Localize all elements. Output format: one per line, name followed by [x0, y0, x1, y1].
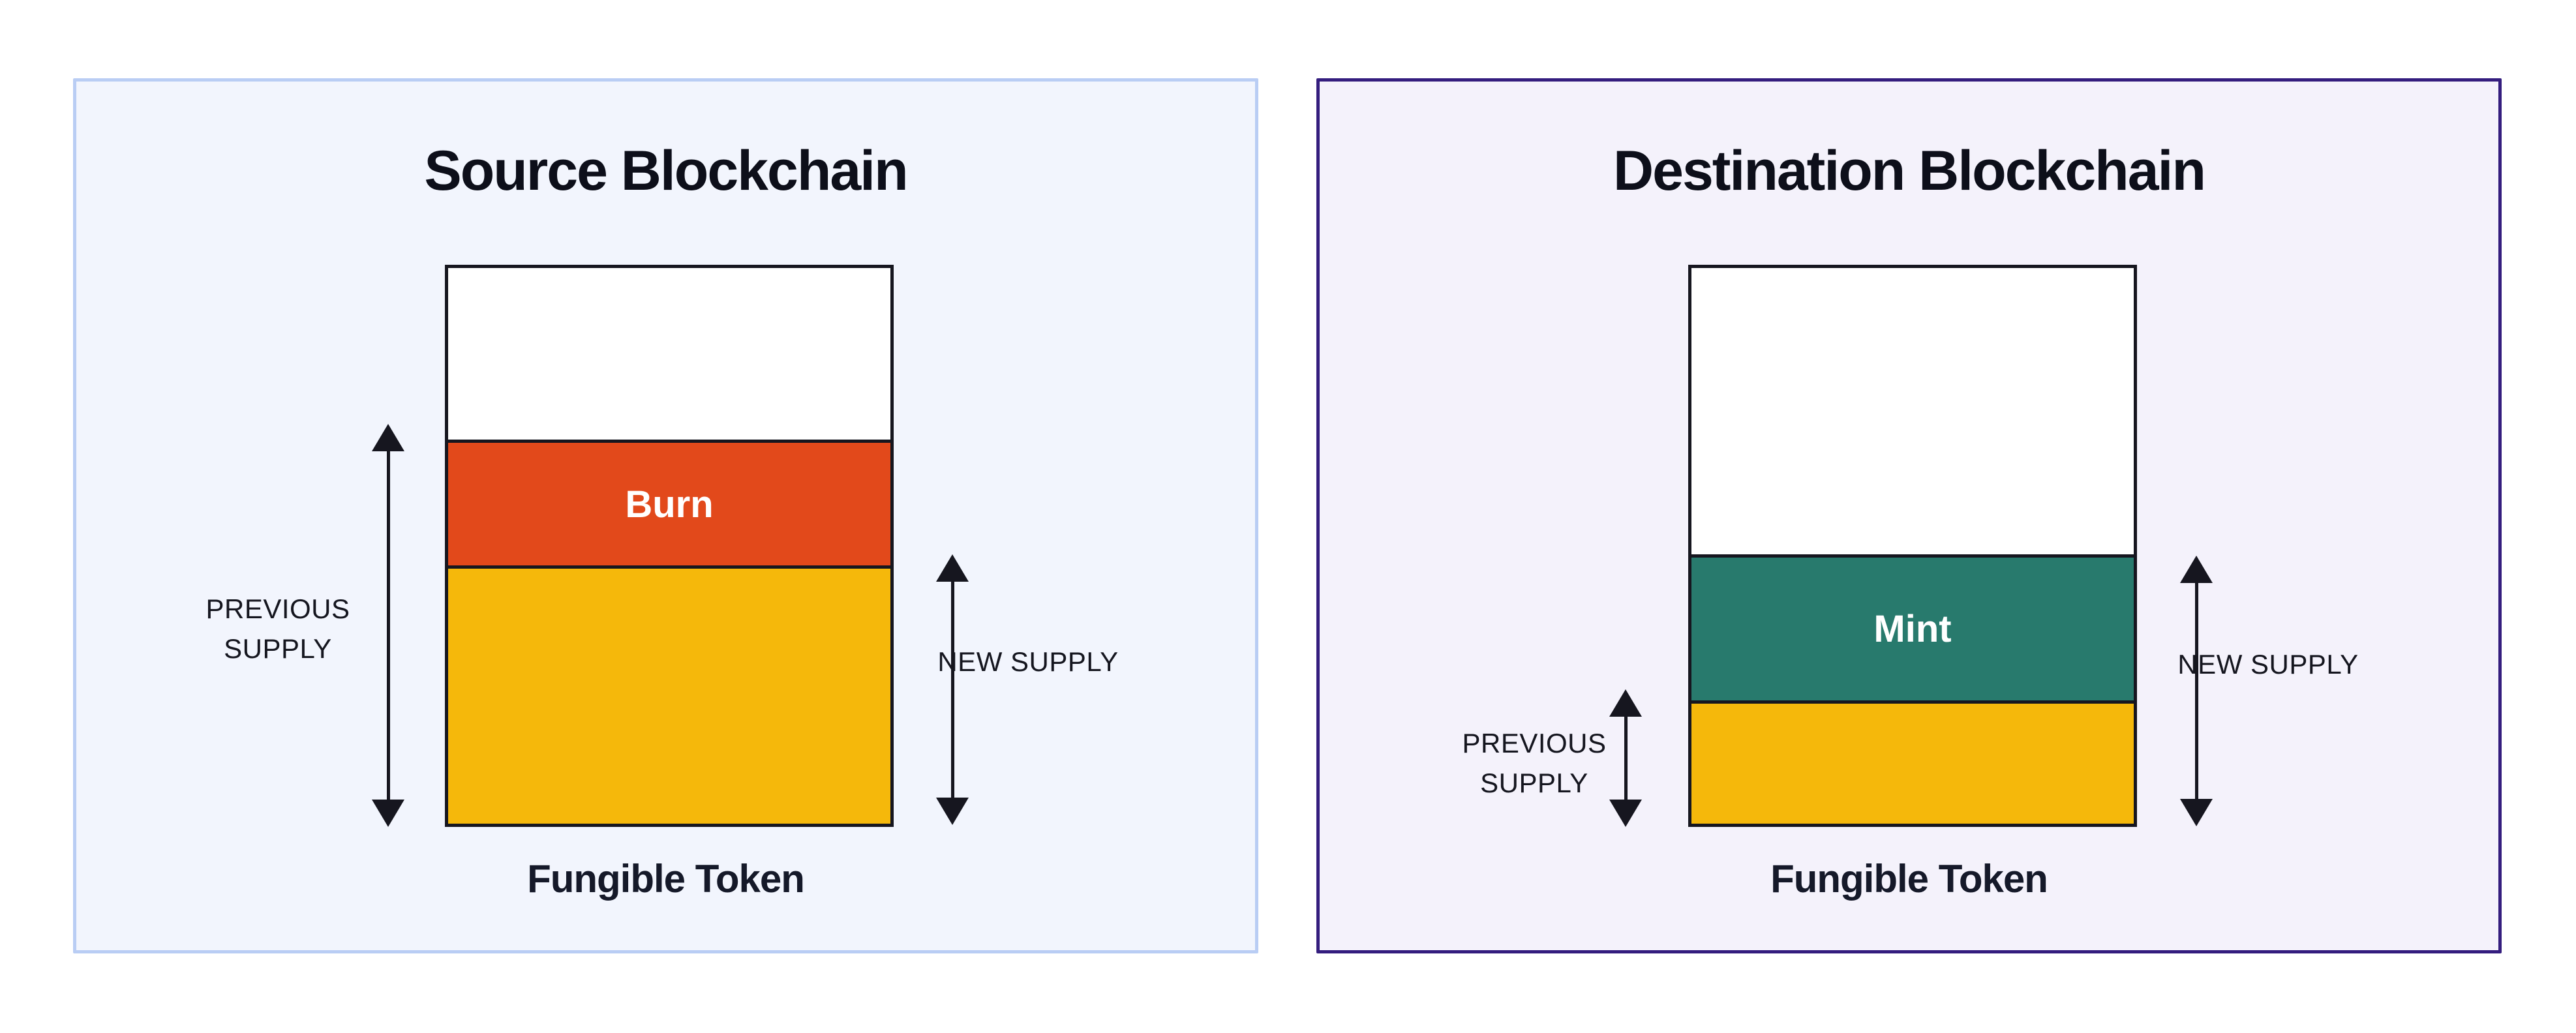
- mint-label: Mint: [1873, 607, 1952, 650]
- arrow-down-icon: [372, 800, 404, 827]
- arrow-up-icon: [1609, 689, 1642, 717]
- source-stack-section-token-supply: [448, 565, 890, 824]
- arrow-shaft: [1624, 714, 1628, 802]
- arrow-down-icon: [2180, 799, 2213, 826]
- destination-token-stack: Mint: [1688, 265, 2137, 827]
- destination-panel-title: Destination Blockchain: [1613, 140, 2206, 202]
- source-new-supply-arrow: [936, 554, 969, 825]
- source-previous-supply-arrow: [372, 424, 404, 827]
- destination-panel-caption: Fungible Token: [1770, 857, 2048, 901]
- arrow-shaft: [2194, 580, 2198, 801]
- arrow-up-icon: [2180, 556, 2213, 583]
- arrow-up-icon: [936, 554, 969, 582]
- destination-new-supply-arrow: [2180, 556, 2213, 826]
- source-token-stack: Burn: [445, 265, 894, 827]
- arrow-up-icon: [372, 424, 404, 451]
- arrow-down-icon: [936, 798, 969, 825]
- source-stack-section-unallocated: [448, 268, 890, 440]
- arrow-shaft: [950, 579, 954, 800]
- source-panel-caption: Fungible Token: [527, 857, 805, 901]
- source-blockchain-panel: Source Blockchain Burn PREVIOUS SUPPLY N…: [73, 78, 1258, 953]
- source-stack-section-burn: Burn: [448, 440, 890, 565]
- burn-label: Burn: [625, 483, 714, 526]
- destination-new-supply-label: NEW SUPPLY: [2177, 649, 2359, 680]
- source-new-supply-label: NEW SUPPLY: [937, 646, 1119, 677]
- arrow-down-icon: [1609, 800, 1642, 827]
- destination-stack-section-mint: Mint: [1691, 554, 2134, 700]
- destination-previous-supply-arrow: [1609, 689, 1642, 827]
- source-previous-supply-label: PREVIOUS SUPPLY: [205, 593, 350, 664]
- destination-stack-section-token-supply: [1691, 700, 2134, 824]
- source-panel-title: Source Blockchain: [424, 140, 908, 202]
- destination-stack-section-unallocated: [1691, 268, 2134, 554]
- arrow-shaft: [386, 449, 390, 802]
- destination-previous-supply-label: PREVIOUS SUPPLY: [1462, 728, 1607, 798]
- destination-blockchain-panel: Destination Blockchain Mint PREVIOUS SUP…: [1316, 78, 2502, 953]
